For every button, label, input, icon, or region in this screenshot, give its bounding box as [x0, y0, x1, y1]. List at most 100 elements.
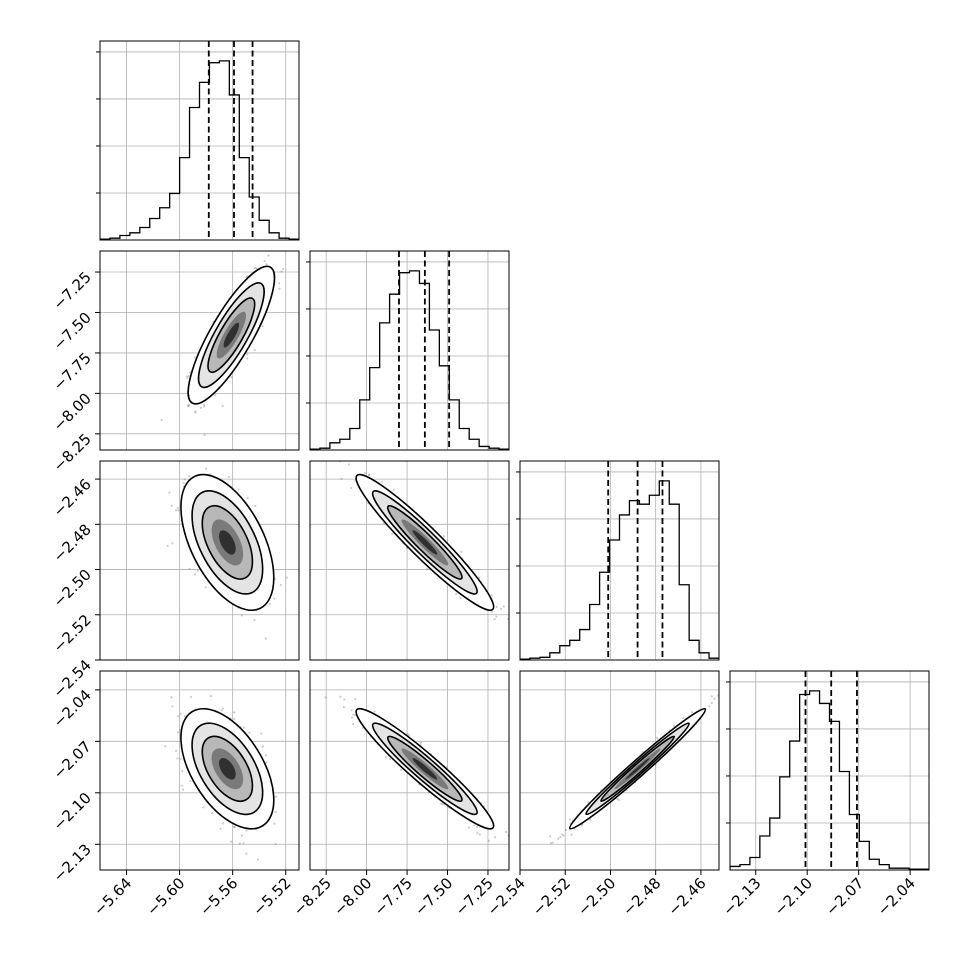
sample-point	[672, 724, 676, 727]
y-tick-label-1-3: −7.50	[50, 309, 95, 354]
sample-point	[180, 784, 183, 787]
sample-point	[274, 842, 277, 846]
sample-point	[548, 835, 552, 838]
density-level-4	[412, 530, 438, 555]
sample-point	[187, 403, 190, 406]
sample-point	[230, 840, 233, 843]
sample-point	[203, 403, 206, 406]
x-tick-label-2-2: −2.50	[574, 874, 619, 919]
sample-point	[500, 607, 503, 611]
pair-frame-3-0	[99, 670, 300, 871]
histogram-3	[730, 690, 929, 870]
sample-point	[426, 568, 429, 571]
sample-point	[587, 801, 590, 804]
sample-point	[384, 756, 388, 759]
sample-point	[282, 245, 284, 247]
pair-frame-1-0	[99, 250, 300, 451]
y-tick-label-2-4: −2.46	[50, 475, 95, 520]
sample-point	[182, 481, 185, 485]
sample-point	[440, 802, 443, 805]
sample-point	[589, 818, 592, 821]
sample-point	[478, 576, 481, 579]
sample-point	[713, 697, 716, 700]
sample-point	[193, 573, 197, 576]
sample-point	[214, 394, 217, 397]
contour-line-2	[201, 504, 254, 580]
sample-point	[230, 376, 233, 379]
sample-point	[183, 478, 187, 481]
y-tick-label-3-0: −2.13	[50, 840, 95, 885]
y-tick-label-2-2: −2.50	[50, 566, 95, 611]
sample-point	[265, 761, 268, 764]
sample-point	[514, 840, 516, 842]
sample-point	[185, 375, 189, 378]
sample-point	[256, 858, 260, 861]
sample-point	[263, 259, 266, 263]
x-tick-label-1-2: −7.75	[371, 874, 416, 919]
pair-frame-3-1	[309, 670, 510, 871]
sample-point	[493, 617, 496, 621]
sample-point	[171, 542, 174, 545]
sample-point	[248, 731, 251, 734]
contour-line-0	[180, 473, 275, 612]
x-tick-label-3-1: −2.10	[771, 874, 816, 919]
x-tick-label-0-2: −5.56	[196, 874, 241, 919]
sample-point	[339, 695, 342, 698]
sample-point	[265, 263, 268, 266]
sample-point	[342, 705, 345, 709]
contour-line-1	[371, 722, 478, 816]
sample-point	[562, 834, 565, 837]
sample-point	[442, 535, 445, 538]
sample-point	[199, 406, 202, 409]
sample-point	[392, 488, 395, 492]
sample-point	[350, 716, 354, 719]
sample-point	[340, 477, 343, 480]
sample-point	[187, 404, 191, 408]
sample-point	[407, 734, 411, 737]
density-level-4	[223, 322, 240, 348]
sample-point	[368, 473, 371, 476]
sample-point	[186, 404, 190, 407]
contour-line-1	[191, 722, 264, 816]
sample-point	[221, 707, 224, 710]
contour-line-0	[180, 707, 275, 830]
sample-point	[419, 741, 423, 744]
x-tick-label-2-4: −2.46	[665, 874, 710, 919]
sample-point	[273, 597, 276, 600]
hist-frame-1	[309, 250, 510, 451]
sample-point	[273, 822, 276, 825]
sample-point	[219, 827, 222, 831]
sample-point	[164, 745, 167, 748]
sample-point	[176, 506, 179, 509]
sample-point	[568, 818, 572, 821]
histogram-1	[310, 270, 509, 450]
hist-frame-2	[519, 460, 720, 661]
panel-1-1	[310, 251, 509, 450]
sample-point	[183, 715, 187, 718]
sample-point	[473, 824, 476, 827]
contour-line-2	[386, 735, 463, 803]
sample-point	[354, 697, 357, 701]
panel-1-0	[100, 245, 299, 450]
pair-frame-3-2	[519, 670, 720, 871]
sample-point	[336, 455, 338, 457]
panel-3-0	[100, 671, 299, 870]
sample-point	[181, 769, 184, 773]
sample-point	[253, 267, 257, 270]
contour-line-1	[197, 282, 265, 389]
x-tick-label-3-3: −2.04	[874, 874, 919, 919]
sample-point	[189, 695, 193, 698]
sample-point	[245, 852, 248, 855]
sample-point	[367, 474, 371, 477]
sample-point	[187, 374, 190, 378]
contour-line-0	[187, 265, 276, 405]
sample-point	[233, 717, 236, 720]
hist-frame-3	[729, 670, 930, 871]
sample-point	[171, 705, 174, 708]
histogram-2	[520, 480, 719, 660]
contour-line-0	[355, 473, 495, 612]
contour-line-1	[191, 490, 264, 595]
sample-point	[505, 830, 508, 834]
y-tick-label-1-2: −7.75	[50, 349, 95, 394]
